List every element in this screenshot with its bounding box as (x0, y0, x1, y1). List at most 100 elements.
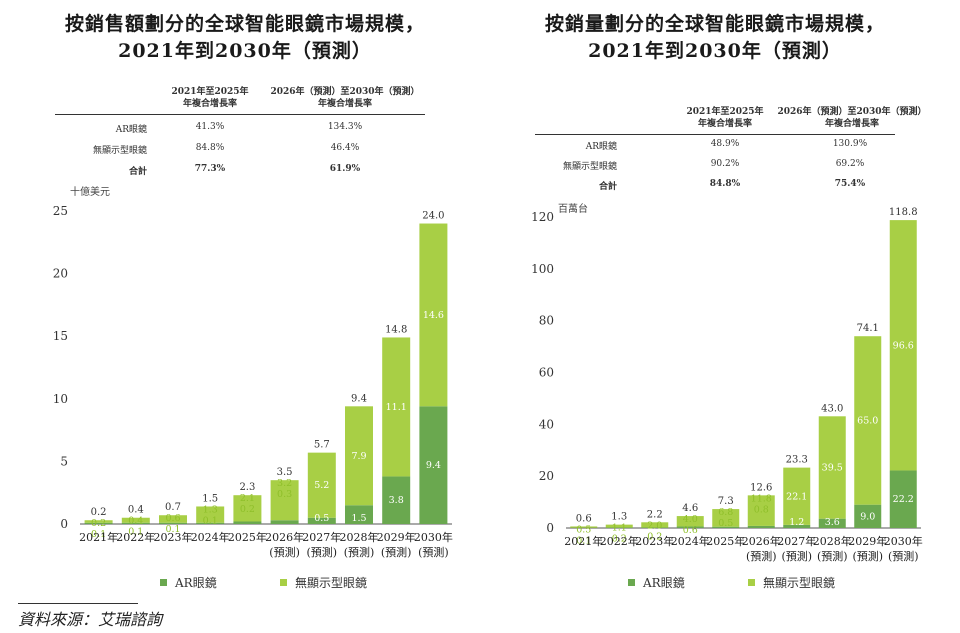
bar-nodisp-segment (854, 336, 882, 505)
bar-total-label: 3.5 (277, 467, 293, 478)
x-tick-label: 2028年 (813, 534, 852, 548)
bar-nodisp-label: 0.6 (165, 513, 180, 524)
x-tick-sublabel: (預測) (888, 549, 919, 563)
bar-nodisp-segment (159, 515, 187, 523)
x-tick-label: 2022年 (116, 530, 155, 544)
legend-label-ar: AR眼鏡 (643, 576, 685, 590)
bar-total-label: 74.1 (857, 323, 879, 334)
y-tick-label: 60 (539, 366, 554, 380)
cagr-col1-line2: 年複合增長率 (182, 99, 237, 109)
x-tick-label: 2022年 (600, 534, 639, 548)
cagr-row-label: AR眼鏡 (585, 142, 617, 152)
cagr-row-v2: 46.4% (330, 143, 360, 153)
bar-nodisp-segment (783, 467, 811, 525)
bar-nodisp-segment (196, 506, 225, 523)
bar-ar-segment (121, 522, 150, 524)
bar-ar-segment (419, 406, 448, 524)
y-tick-label: 100 (531, 262, 554, 276)
bar-nodisp-segment (270, 480, 299, 521)
sales-volume-panel: 按銷量劃分的全球智能眼鏡市場規模， 2021年到2030年（預測） 2021年至… (480, 0, 950, 600)
bar-nodisp-label: 96.6 (893, 340, 914, 351)
bar-total-label: 2.2 (647, 509, 663, 520)
x-tick-label: 2026年 (265, 530, 304, 544)
cagr-col2-line1: 2026年（預測）至2030年（預測） (270, 87, 420, 97)
bar-total-label: 23.3 (786, 455, 808, 466)
cagr-row-label: 無顯示型眼鏡 (92, 146, 147, 156)
bar-total-label: 9.4 (351, 393, 367, 404)
cagr-col2-header: 2026年（預測）至2030年（預測） 年複合增長率 (777, 106, 927, 130)
bar-nodisp-segment (605, 524, 633, 528)
bar-nodisp-label: 3.2 (277, 478, 292, 489)
legend-swatch-nodisp (280, 579, 287, 586)
legend-swatch-ar (160, 579, 167, 586)
x-tick-sublabel: (預測) (418, 545, 449, 559)
bar-ar-segment (676, 526, 704, 528)
cagr-col1-line1: 2021年至2025年 (686, 107, 764, 117)
y-tick-label: 15 (53, 329, 68, 343)
y-axis-unit: 百萬台 (558, 204, 588, 215)
bar-nodisp-label: 6.8 (718, 507, 733, 518)
legend-ar: AR眼鏡 (628, 574, 685, 591)
cagr-row-label: 合計 (598, 182, 617, 192)
bar-nodisp-segment (84, 520, 113, 523)
bar-ar-label: 0.8 (754, 504, 769, 515)
bar-ar-segment (641, 527, 669, 528)
chart-title: 按銷售額劃分的全球智能眼鏡市場規模， (64, 13, 425, 35)
cagr-col1-line1: 2021年至2025年 (171, 87, 249, 97)
bar-nodisp-label: 5.2 (314, 480, 329, 491)
bar-ar-label: 3.8 (389, 495, 404, 506)
bar-ar-label: 1.2 (789, 517, 804, 528)
bar-ar-segment (233, 521, 262, 524)
cagr-table: 2021年至2025年 年複合增長率 2026年（預測）至2030年（預測） 年… (55, 86, 435, 177)
x-tick-sublabel: (預測) (381, 545, 412, 559)
bar-nodisp-label: 39.5 (822, 462, 843, 473)
chart-subtitle: 2021年到2030年（預測） (118, 40, 372, 62)
bar-nodisp-segment (570, 526, 598, 528)
legend-label-nodisp: 無顯示型眼鏡 (763, 576, 836, 590)
bar-nodisp-segment (889, 220, 917, 471)
cagr-row-v1: 77.3% (194, 164, 226, 174)
x-tick-sublabel: (預測) (307, 545, 338, 559)
bar-total-label: 12.6 (750, 482, 772, 493)
bar-ar-label: 0.2 (612, 534, 627, 545)
cagr-row-label: 合計 (128, 167, 147, 177)
bar-total-label: 1.3 (611, 512, 627, 523)
bar-ar-label: 0.1 (91, 529, 106, 540)
y-tick-label: 40 (539, 417, 554, 431)
sales-value-panel: 按銷售額劃分的全球智能眼鏡市場規模， 2021年到2030年（預測） 2021年… (10, 0, 480, 600)
legend-swatch-ar (628, 579, 635, 586)
bar-total-label: 0.4 (128, 505, 144, 516)
x-tick-label: 2026年 (742, 534, 781, 548)
bar-total-label: 0.6 (576, 513, 592, 524)
y-tick-label: 20 (539, 469, 554, 483)
bar-ar-label: 0.1 (203, 515, 218, 526)
bar-ar-segment (747, 525, 775, 528)
bar-nodisp-segment (233, 495, 262, 522)
bar-nodisp-segment (382, 337, 411, 477)
x-tick-label: 2029年 (848, 534, 887, 548)
bar-ar-segment (382, 476, 411, 524)
bar-nodisp-segment (307, 452, 336, 518)
cagr-row-v2: 75.4% (834, 179, 866, 189)
y-tick-label: 5 (60, 454, 68, 468)
cagr-rule (535, 134, 895, 135)
bar-nodisp-label: 14.6 (423, 310, 444, 321)
chart-subtitle: 2021年到2030年（預測） (588, 40, 842, 62)
cagr-col2-line2: 年複合增長率 (317, 99, 372, 109)
y-tick-label: 120 (531, 210, 554, 224)
bar-ar-label: 9.4 (426, 460, 441, 471)
bar-ar-segment (159, 522, 187, 524)
cagr-col2-line2: 年複合增長率 (824, 119, 879, 129)
cagr-row-v2: 69.2% (835, 159, 865, 169)
bar-total-label: 2.3 (239, 482, 255, 493)
bar-total-label: 118.8 (889, 207, 918, 218)
x-tick-label: 2024年 (671, 534, 710, 548)
legend-label-nodisp: 無顯示型眼鏡 (295, 576, 368, 590)
cagr-row-v1: 90.2% (710, 159, 740, 169)
bar-ar-label: 0.1 (576, 535, 591, 546)
source-note: 資料來源：艾瑞諮詢 (18, 610, 163, 629)
cagr-row-label: AR眼鏡 (115, 125, 147, 135)
bar-total-label: 14.8 (385, 324, 407, 335)
cagr-col1-line2: 年複合增長率 (697, 119, 752, 129)
cagr-row-label: 無顯示型眼鏡 (562, 162, 617, 172)
